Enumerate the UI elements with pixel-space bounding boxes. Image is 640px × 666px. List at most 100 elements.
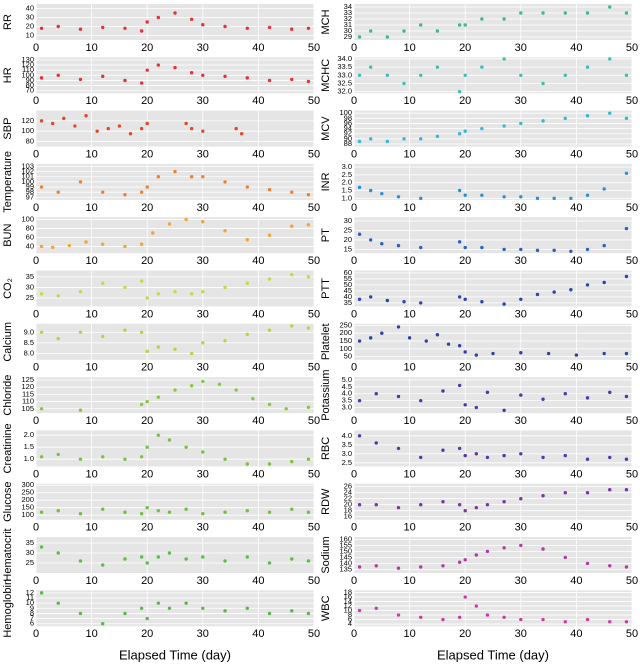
data-point (201, 606, 205, 610)
x-tick-label: 20 (459, 415, 471, 427)
data-point (223, 24, 227, 29)
data-point (117, 124, 122, 128)
data-point (368, 188, 373, 193)
x-tick-label: 0 (351, 95, 357, 107)
y-tick-label: 16 (344, 512, 352, 521)
data-point (457, 295, 462, 299)
data-point (201, 73, 205, 78)
y-tick-label: 94 (344, 124, 352, 133)
data-point (306, 275, 311, 279)
data-point (368, 336, 373, 340)
y-tick-label: 200 (21, 495, 34, 504)
x-tick-label: 20 (459, 362, 471, 374)
data-point (457, 344, 462, 348)
data-point (306, 405, 311, 410)
data-point (357, 185, 362, 190)
data-point (569, 196, 573, 201)
data-point (251, 397, 255, 401)
y-tick-label: 300 (21, 480, 34, 489)
data-point (541, 455, 545, 460)
y-tick-label: 250 (21, 488, 34, 497)
y-tick-label: 10 (26, 30, 34, 39)
data-point (541, 547, 545, 551)
data-point (56, 509, 60, 513)
data-point (357, 35, 362, 39)
data-point (441, 500, 445, 504)
data-point (290, 190, 294, 194)
x-tick-label: 20 (141, 308, 153, 320)
plot-background (354, 590, 632, 627)
data-point (357, 297, 362, 301)
y-tick-label: 115 (22, 389, 34, 398)
plot-background (36, 4, 314, 40)
y-axis-label: MCH (320, 9, 332, 34)
y-tick-label: 6 (30, 619, 34, 628)
x-tick-label: 20 (459, 468, 471, 480)
y-tick-label: 101 (21, 172, 34, 181)
data-point (608, 390, 612, 395)
data-point (73, 124, 77, 128)
x-tick-label: 0 (33, 468, 39, 480)
data-point (463, 558, 467, 562)
plot-background (36, 430, 314, 467)
data-point (223, 180, 227, 184)
x-tick-label: 10 (85, 202, 97, 214)
data-point (541, 119, 545, 123)
data-point (502, 302, 506, 306)
data-point (457, 89, 462, 94)
x-tick-label: 30 (515, 522, 527, 534)
data-point (123, 328, 127, 332)
x-tick-label: 40 (252, 575, 264, 587)
y-axis-label: HR (2, 67, 14, 83)
data-point (368, 137, 373, 141)
data-point (62, 116, 66, 121)
x-tick-label: 10 (85, 628, 97, 640)
data-point (123, 244, 127, 249)
data-point (463, 23, 467, 27)
y-tick-label: 100 (339, 344, 352, 353)
data-point (541, 11, 545, 15)
y-tick-label: 11 (26, 593, 34, 602)
plot-background (354, 430, 632, 467)
data-point (139, 606, 144, 610)
data-point (201, 555, 205, 559)
data-point (563, 392, 567, 396)
x-tick-label: 50 (308, 522, 320, 534)
y-axis-label: Sodium (320, 536, 332, 573)
y-tick-label: 250 (339, 320, 352, 329)
y-tick-label: 150 (339, 336, 352, 345)
x-tick-label: 0 (33, 522, 39, 534)
x-tick-label: 20 (459, 149, 471, 161)
x-tick-label: 50 (308, 362, 320, 374)
x-tick-label: 10 (85, 362, 97, 374)
x-tick-label: 10 (403, 95, 415, 107)
data-point (519, 247, 523, 252)
y-axis-label: Hemoglobin (2, 579, 14, 638)
y-tick-label: 35 (344, 298, 352, 307)
data-point (396, 195, 401, 199)
data-point (189, 17, 194, 21)
data-point (419, 455, 423, 460)
data-point (396, 243, 401, 248)
y-tick-label: 105 (21, 404, 34, 413)
plot-background (354, 270, 632, 307)
data-point (139, 279, 144, 283)
x-tick-label: 20 (459, 255, 471, 267)
y-axis-label: Calcium (2, 322, 14, 362)
x-tick-label: 0 (351, 522, 357, 534)
x-tick-label: 10 (85, 149, 97, 161)
data-point (357, 503, 362, 507)
x-tick-label: 30 (197, 362, 209, 374)
data-point (419, 398, 423, 403)
data-point (502, 195, 506, 199)
y-tick-label: 35 (26, 538, 34, 547)
data-point (189, 384, 194, 388)
data-point (502, 453, 506, 458)
data-point (357, 434, 362, 438)
data-point (563, 116, 567, 121)
data-point (290, 27, 294, 31)
x-tick-label: 30 (515, 202, 527, 214)
x-tick-label: 50 (626, 362, 638, 374)
data-point (402, 137, 406, 141)
data-point (56, 190, 60, 194)
